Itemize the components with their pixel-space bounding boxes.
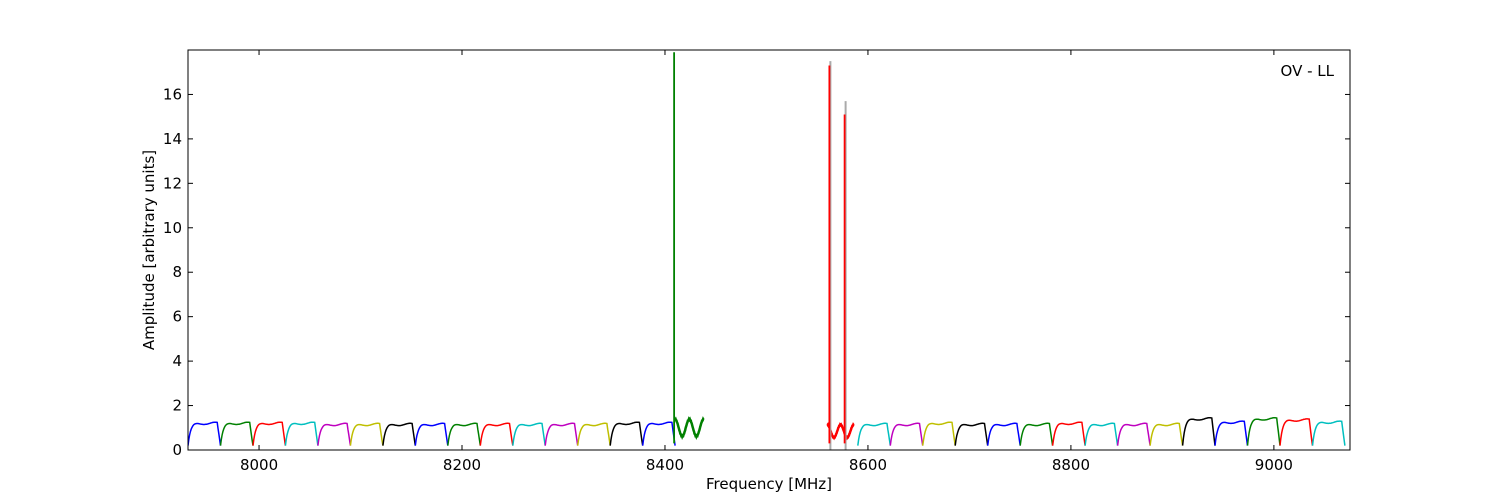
channel-line [986, 422, 1021, 446]
channel-line [414, 422, 449, 446]
x-axis-label: Frequency [MHz] [706, 475, 832, 493]
channel-line [284, 421, 319, 446]
plot-frame [187, 49, 1351, 451]
channel-line [1246, 417, 1281, 446]
channel-line [889, 422, 924, 446]
channel-line [857, 422, 892, 446]
y-axis-label: Amplitude [arbitrary units] [140, 150, 158, 350]
channel-line [641, 421, 676, 446]
channel-line [447, 422, 482, 446]
x-tick-label: 8800 [1052, 456, 1090, 474]
channel-line [1311, 420, 1346, 446]
y-tick-label: 12 [163, 174, 182, 192]
y-tick-label: 8 [172, 263, 182, 281]
x-tick-label: 8400 [646, 456, 684, 474]
y-tick-label: 0 [172, 441, 182, 459]
y-tick-label: 10 [163, 219, 182, 237]
channel-line [1279, 418, 1314, 446]
y-tick-label: 4 [172, 352, 182, 370]
channel-line [1084, 422, 1119, 446]
channel-line [252, 421, 287, 446]
x-tick-label: 8200 [443, 456, 481, 474]
channel-line [349, 422, 384, 446]
y-tick-label: 2 [172, 397, 182, 415]
y-tick-label: 14 [163, 130, 182, 148]
channel-line [609, 421, 644, 446]
channel-line [512, 422, 546, 446]
x-tick-label: 9000 [1255, 456, 1293, 474]
channel-line [188, 421, 222, 446]
y-tick-label: 16 [163, 85, 182, 103]
x-tick-label: 8600 [849, 456, 887, 474]
channel-line [1214, 420, 1249, 446]
channel-line [1149, 422, 1184, 446]
ripple-line [826, 422, 855, 441]
ripple-line [674, 416, 705, 441]
y-tick-label: 6 [172, 308, 182, 326]
channel-line [382, 422, 417, 446]
channel-line [219, 421, 254, 446]
channel-line [1019, 422, 1054, 446]
channel-line [921, 421, 956, 446]
channel-line [544, 422, 579, 446]
channel-line [576, 422, 611, 446]
channel-line [1181, 417, 1216, 446]
channel-line [317, 422, 352, 446]
channel-line [479, 422, 514, 446]
plot-lines [188, 52, 1346, 450]
channel-line [1051, 421, 1086, 446]
channel-line [954, 422, 989, 446]
chart-annotation: OV - LL [1281, 62, 1335, 80]
channel-line [1116, 422, 1151, 446]
x-tick-label: 8000 [240, 456, 278, 474]
axis-ticks: 8000 8200 8400 8600 8800 9000 0 2 4 6 8 10 12 14 16 [163, 50, 1350, 474]
